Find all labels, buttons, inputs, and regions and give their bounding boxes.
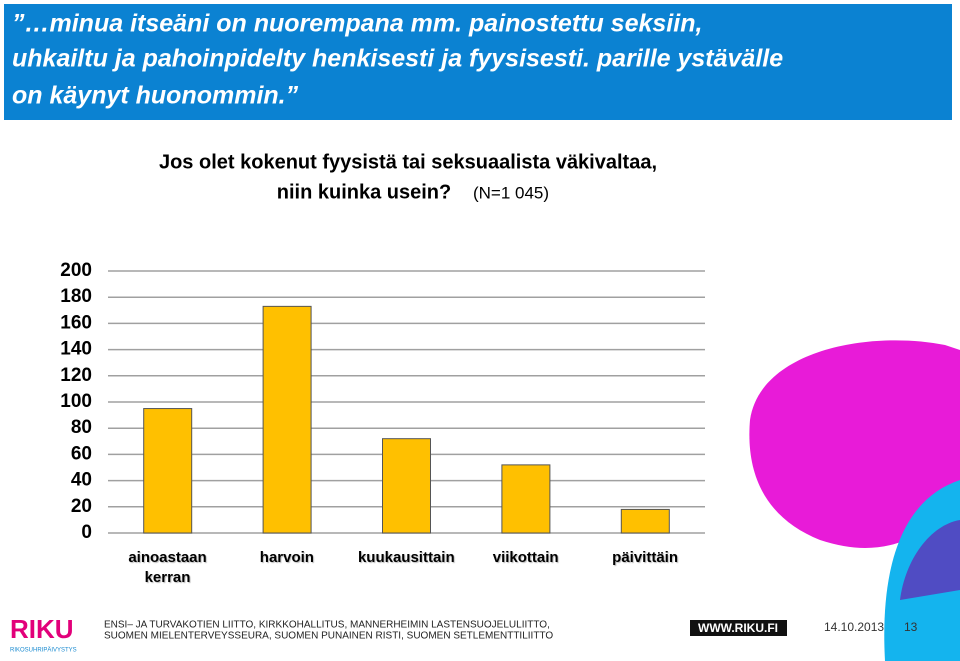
x-tick-label: viikottain	[492, 549, 559, 566]
quote-banner	[4, 4, 952, 120]
x-tick-label: päivittäin	[612, 549, 679, 566]
bar	[382, 438, 431, 534]
y-tick-label: 160	[60, 312, 92, 333]
organizations: SUOMEN MIELENTERVEYSSEURA, SUOMEN PUNAIN…	[104, 631, 553, 642]
logo-subtitle: RIKOSUHRIPÄIVYSTYS	[10, 647, 77, 654]
y-tick-label: 60	[71, 443, 92, 464]
chart-subtitle: (N=1 045)	[473, 183, 549, 202]
y-tick-label: 120	[60, 365, 92, 386]
bar	[501, 464, 551, 534]
y-tick-label: 40	[71, 470, 92, 491]
date: 14.10.2013	[824, 620, 884, 634]
x-tick-label: ainoastaan kerran	[128, 549, 207, 586]
y-tick-label: 20	[71, 496, 92, 517]
y-tick-label: 80	[71, 417, 92, 438]
y-tick-label: 180	[60, 286, 92, 307]
website-box	[690, 620, 787, 636]
organizations: ENSI– JA TURVAKOTIEN LIITTO, KIRKKOHALLI…	[104, 620, 550, 631]
bar	[262, 305, 312, 534]
chart-title: Jos olet kokenut fyysistä tai seksuaalis…	[159, 151, 657, 173]
bar	[620, 508, 670, 534]
y-tick-label: 0	[81, 522, 92, 543]
logo-text: RIKU	[10, 614, 74, 644]
quote-line: on käynyt huonommin.”	[12, 82, 299, 110]
page-number: 13	[904, 620, 918, 634]
website: WWW.RIKU.FI	[698, 621, 778, 635]
y-tick-label: 200	[60, 260, 92, 281]
decoration-circle	[749, 340, 960, 548]
x-tick-label: harvoin	[259, 549, 314, 566]
quote-line: uhkailtu ja pahoinpidelty henkisesti ja …	[12, 45, 783, 73]
chart-title: niin kuinka usein?	[277, 181, 451, 203]
decoration-shape	[900, 520, 960, 600]
x-tick-label: kuukausittain	[357, 549, 455, 566]
y-tick-label: 100	[60, 391, 92, 412]
logo: RIKU RIKOSUHRIPÄIVYSTYS	[10, 614, 77, 654]
bar	[143, 408, 193, 534]
quote-line: ”…minua itseäni on nuorempana mm. painos…	[12, 10, 702, 38]
y-tick-label: 140	[60, 339, 92, 360]
